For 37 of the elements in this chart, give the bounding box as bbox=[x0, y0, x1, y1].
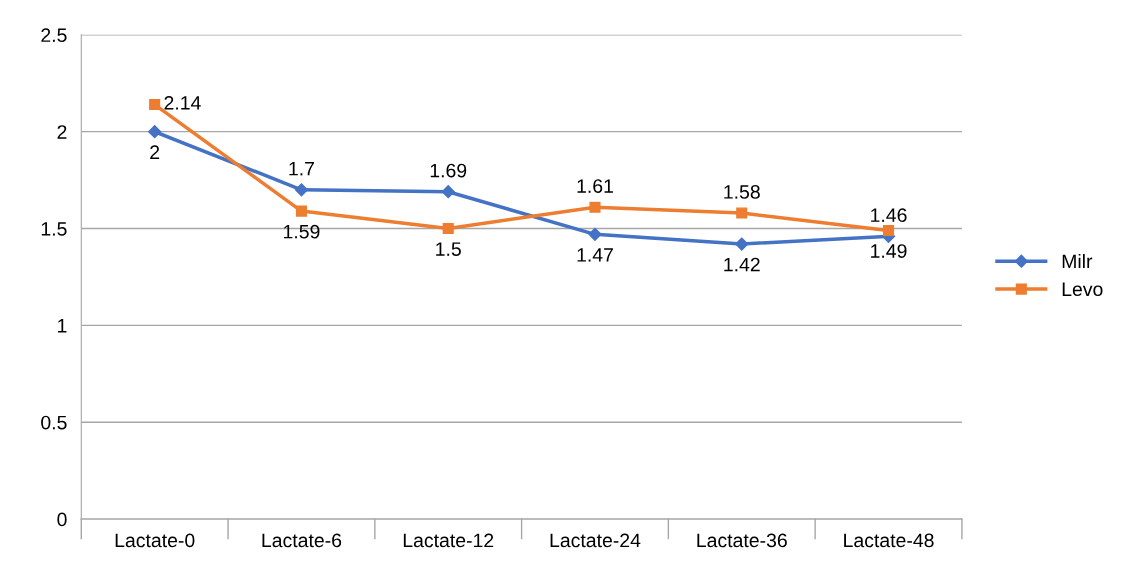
x-tick-label: Lactate-12 bbox=[403, 533, 494, 548]
data-label: 1.5 bbox=[436, 242, 461, 256]
point bbox=[149, 98, 161, 111]
point bbox=[295, 205, 307, 217]
data-label: 1.49 bbox=[871, 244, 907, 258]
data-label: 1.7 bbox=[289, 161, 314, 176]
x-tick-label: Lactate-24 bbox=[550, 533, 641, 548]
y-tick-label: 2.5 bbox=[41, 28, 67, 43]
x-tick-label: Lactate-48 bbox=[844, 533, 934, 548]
data-label: 1.58 bbox=[724, 185, 760, 199]
y-tick-label: 2 bbox=[57, 125, 67, 139]
point bbox=[442, 222, 454, 235]
y-tick-label: 1.5 bbox=[41, 222, 67, 236]
x-tick-label: Lactate-0 bbox=[115, 533, 195, 548]
data-label: 1.46 bbox=[871, 208, 907, 223]
data-label: 1.47 bbox=[577, 248, 613, 262]
point bbox=[736, 207, 748, 219]
point bbox=[294, 183, 309, 197]
point bbox=[441, 185, 455, 199]
point bbox=[735, 237, 749, 251]
data-label: 2.14 bbox=[164, 95, 201, 110]
data-label: 1.61 bbox=[577, 179, 613, 193]
y-tick-label: 1 bbox=[58, 319, 67, 333]
x-tick-label: Lactate-36 bbox=[697, 533, 787, 548]
point bbox=[148, 125, 162, 139]
point bbox=[588, 227, 602, 241]
legend-label: Levo bbox=[1062, 282, 1103, 297]
data-label: 2 bbox=[150, 145, 160, 159]
data-label: 1.42 bbox=[724, 257, 760, 272]
y-tick-label: 0 bbox=[57, 512, 67, 527]
y-tick-label: 0.5 bbox=[41, 415, 67, 430]
point bbox=[882, 224, 895, 237]
data-label: 1.59 bbox=[284, 224, 320, 239]
legend-label: Milr bbox=[1062, 253, 1093, 269]
x-tick-label: Lactate-6 bbox=[262, 533, 342, 548]
point bbox=[589, 201, 601, 213]
data-label: 1.69 bbox=[430, 163, 467, 178]
